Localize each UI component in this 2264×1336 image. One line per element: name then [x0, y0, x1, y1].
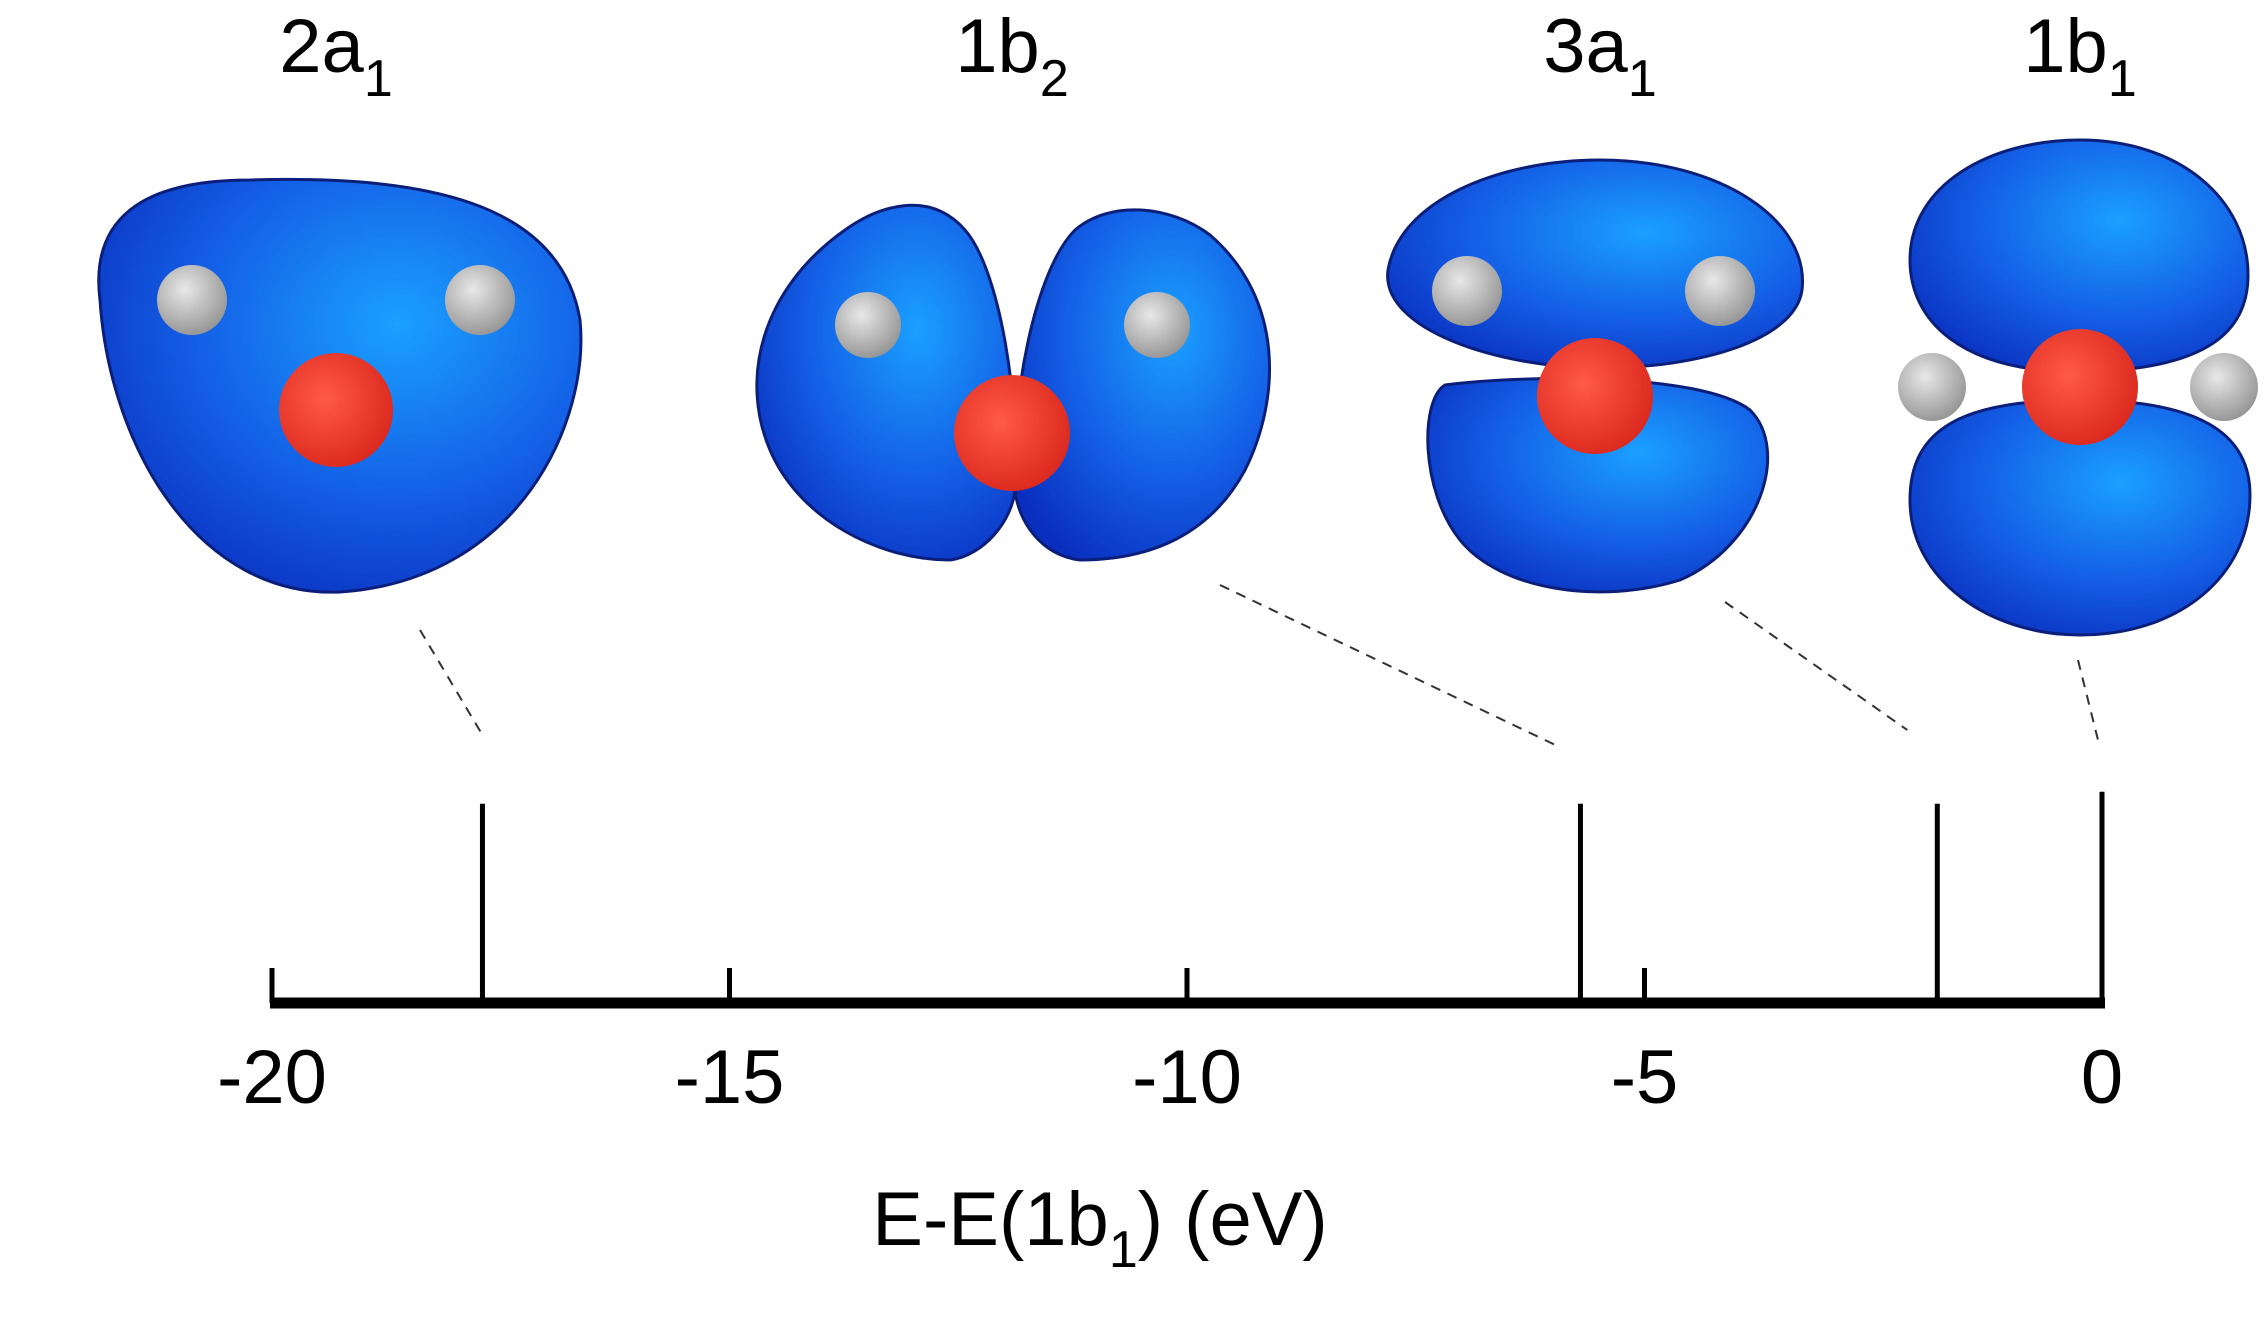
- hydrogen-atom: [2190, 353, 2258, 421]
- x-tick-label: -10: [1132, 1035, 1242, 1120]
- orbital-label: 2a1: [279, 4, 392, 108]
- hydrogen-atom: [157, 265, 227, 335]
- x-tick-label: -15: [675, 1035, 785, 1120]
- orbital-lobe: [1908, 138, 2250, 374]
- x-axis-label-sub: 1: [1109, 1221, 1138, 1279]
- oxygen-atom: [279, 353, 393, 467]
- orbital-label: 1b2: [955, 4, 1068, 108]
- orbital-2a1-picture: [97, 177, 583, 594]
- orbital-lobe: [1908, 398, 2252, 637]
- x-axis-label-main: E-E(1b: [872, 1177, 1109, 1262]
- orbital-lobe: [1012, 208, 1271, 562]
- oxygen-atom: [2022, 329, 2138, 445]
- orbital-lobe: [755, 203, 1018, 562]
- hydrogen-atom: [1124, 292, 1190, 358]
- connector-line: [2077, 659, 2099, 741]
- connector-line: [1724, 601, 1908, 731]
- oxygen-atom: [1537, 338, 1653, 454]
- hydrogen-atom: [835, 292, 901, 358]
- energy-lines: [419, 584, 2105, 1003]
- hydrogen-atom: [445, 265, 515, 335]
- hydrogen-atom: [1685, 256, 1755, 326]
- orbital-label: 1b1: [2023, 4, 2136, 108]
- hydrogen-atom: [1898, 353, 1966, 421]
- x-tick-label: 0: [2081, 1035, 2123, 1120]
- connector-line: [419, 629, 484, 736]
- oxygen-atom: [954, 375, 1070, 491]
- x-tick-label: -5: [1611, 1035, 1679, 1120]
- orbital-label: 3a1: [1543, 4, 1656, 108]
- energy-axis: -20 -15 -10 -5 0: [217, 968, 2123, 1120]
- orbital-3a1-picture: [1386, 158, 1804, 594]
- x-tick-label: -20: [217, 1035, 327, 1120]
- orbital-1b2-picture: [755, 203, 1271, 562]
- orbital-labels: 2a1 1b2 3a1 1b1: [279, 4, 2136, 108]
- x-axis-label: E-E(1b1) (eV): [872, 1177, 1327, 1279]
- hydrogen-atom: [1432, 256, 1502, 326]
- x-axis-label-tail: ) (eV): [1138, 1177, 1328, 1262]
- orbital-1b1-picture: [1898, 138, 2258, 637]
- connector-line: [1219, 584, 1556, 746]
